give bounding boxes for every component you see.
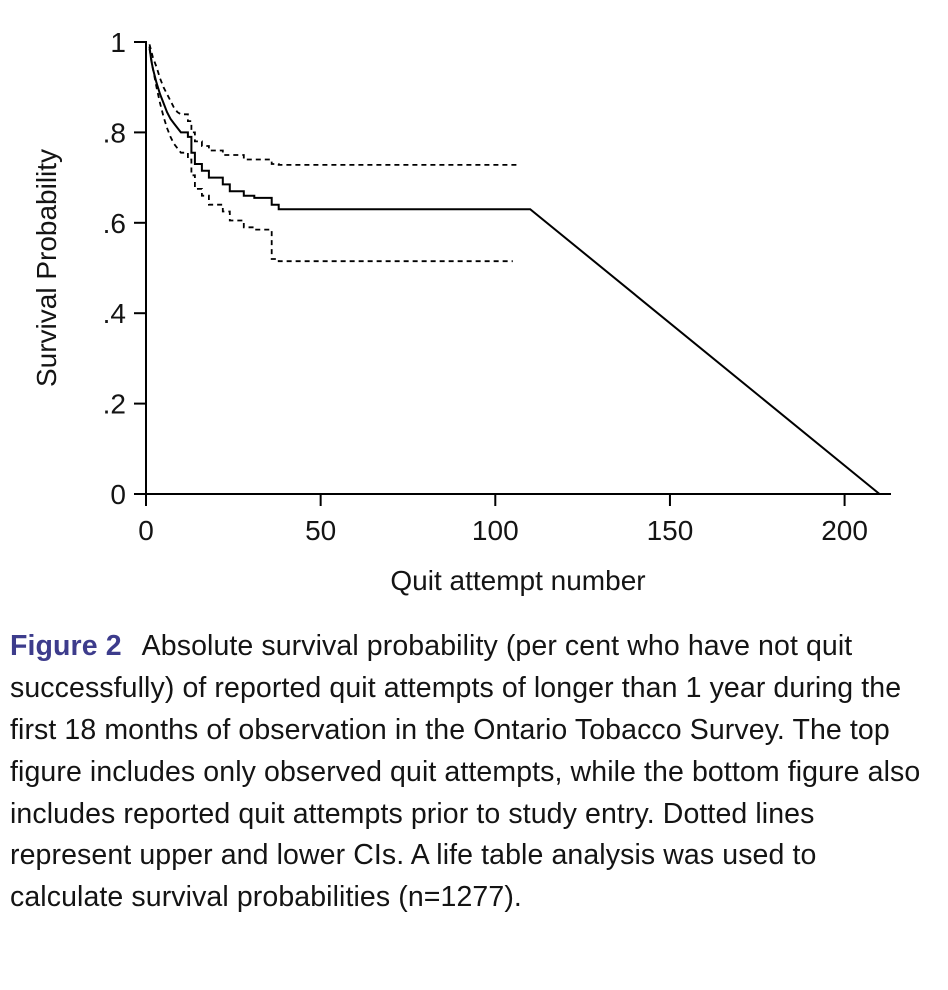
y-tick-label: .4 <box>103 298 126 329</box>
figure-caption-text: Absolute survival probability (per cent … <box>10 630 921 914</box>
figure-caption: Figure 2 Absolute survival probability (p… <box>10 626 934 919</box>
survival-probability-chart: 0 .2 .4 .6 .8 1 0 50 100 150 200 Survival Probabili… <box>31 27 891 596</box>
x-tick-label: 100 <box>472 515 519 546</box>
x-tick-label: 150 <box>647 515 694 546</box>
x-tick-label: 50 <box>305 515 336 546</box>
y-tick-label: .6 <box>103 208 126 239</box>
y-axis-title: Survival Probability <box>31 149 62 387</box>
series-survival-estimate <box>148 46 881 495</box>
series-lower-ci <box>148 48 513 263</box>
y-tick-label: 1 <box>110 27 126 58</box>
x-tick-label: 200 <box>821 515 868 546</box>
x-tick-label: 0 <box>138 515 154 546</box>
y-tick-label: 0 <box>110 479 126 510</box>
y-tick-label: .8 <box>103 117 126 148</box>
y-tick-label: .2 <box>103 389 126 420</box>
figure-2: 0 .2 .4 .6 .8 1 0 50 100 150 200 Survival Probabili… <box>10 27 934 919</box>
series-upper-ci <box>148 44 520 166</box>
x-axis-title: Quit attempt number <box>390 565 645 596</box>
figure-label: Figure 2 <box>10 630 122 662</box>
